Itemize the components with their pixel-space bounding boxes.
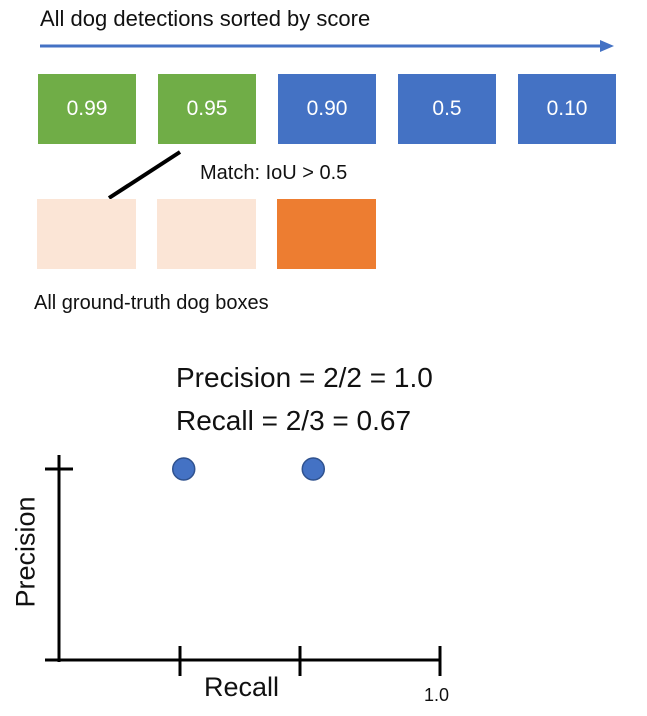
match-line <box>107 150 182 200</box>
detection-box-5: 0.10 <box>518 74 616 144</box>
precision-formula: Precision = 2/2 = 1.0 <box>176 362 433 393</box>
sort-arrow-head <box>600 40 614 52</box>
x-axis-label: Recall <box>204 672 280 702</box>
pr-point-2 <box>301 457 326 481</box>
ground-truth-label: All ground-truth dog boxes <box>34 292 269 314</box>
detection-box-4: 0.5 <box>398 74 496 144</box>
plot-axes <box>45 455 442 676</box>
detection-box-2: 0.95 <box>158 74 256 144</box>
pr-point-1 <box>171 457 196 481</box>
y-axis-label: Precision <box>10 496 41 608</box>
detection-box-1: 0.99 <box>38 74 136 144</box>
detection-box-3: 0.90 <box>278 74 376 144</box>
recall-formula: Recall = 2/3 = 0.67 <box>176 405 412 436</box>
x-tick-label-max: 1.0 <box>424 685 450 705</box>
plot-points <box>171 457 326 481</box>
ground-truth-box-2 <box>157 199 256 269</box>
ground-truth-box-1 <box>37 199 136 269</box>
ground-truth-box-3 <box>277 199 376 269</box>
match-label: Match: IoU > 0.5 <box>200 162 348 184</box>
detections-title: All dog detections sorted by score <box>40 6 371 31</box>
